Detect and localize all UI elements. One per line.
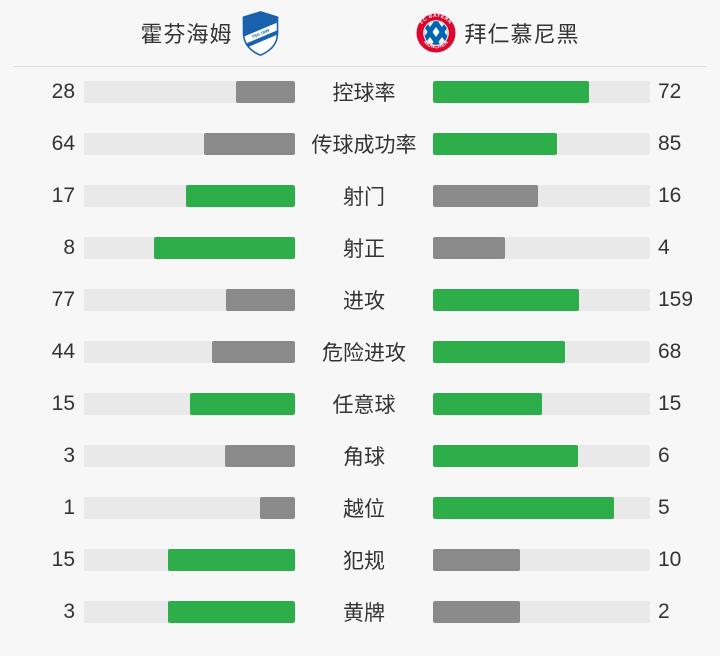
away-bar-fill <box>433 289 580 311</box>
away-bar <box>433 549 650 571</box>
home-bar <box>84 185 295 207</box>
home-bar <box>84 601 295 623</box>
away-team: FC BAYERN MÜNCHEN 拜仁慕尼黑 <box>416 13 580 53</box>
away-bar-fill <box>433 185 539 207</box>
home-value: 15 <box>51 548 75 571</box>
away-value: 16 <box>658 184 682 207</box>
stat-label: 危险进攻 <box>322 342 406 365</box>
home-bar-fill <box>154 237 295 259</box>
away-value: 68 <box>658 340 682 363</box>
home-bar-fill <box>212 341 295 363</box>
stat-label: 越位 <box>343 498 385 521</box>
home-value: 28 <box>51 80 75 103</box>
home-team: 霍芬海姆 TSG 1899 <box>140 10 278 56</box>
home-bar-fill <box>204 133 295 155</box>
away-bar-fill <box>433 393 542 415</box>
stat-row: 28 控球率 72 <box>0 80 720 106</box>
stat-label: 射门 <box>343 186 385 209</box>
home-bar-fill <box>235 81 295 103</box>
home-value: 1 <box>63 496 75 519</box>
stat-label: 犯规 <box>343 550 385 573</box>
home-bar <box>84 341 295 363</box>
header-divider <box>13 66 707 67</box>
stat-label: 黄牌 <box>343 602 385 625</box>
away-value: 15 <box>658 392 682 415</box>
away-bar <box>433 393 650 415</box>
away-bar <box>433 497 650 519</box>
svg-text:MÜNCHEN: MÜNCHEN <box>422 39 450 50</box>
home-bar-fill <box>259 497 295 519</box>
home-value: 64 <box>51 132 75 155</box>
home-bar-fill <box>224 445 295 467</box>
away-bar <box>433 601 650 623</box>
away-value: 72 <box>658 80 682 103</box>
home-bar-fill <box>226 289 295 311</box>
away-bar-fill <box>433 497 614 519</box>
home-bar-fill <box>189 393 295 415</box>
away-value: 6 <box>658 444 670 467</box>
away-value: 85 <box>658 132 682 155</box>
away-bar-fill <box>433 81 590 103</box>
stat-label: 角球 <box>343 446 385 469</box>
hoffenheim-crest-icon: TSG 1899 <box>242 10 278 56</box>
away-bar <box>433 81 650 103</box>
stat-label: 传球成功率 <box>311 134 417 157</box>
home-bar-fill <box>168 549 295 571</box>
away-bar <box>433 289 650 311</box>
away-value: 159 <box>658 288 694 311</box>
home-bar <box>84 549 295 571</box>
stat-row: 44 危险进攻 68 <box>0 340 720 366</box>
away-bar-fill <box>433 341 565 363</box>
stat-label: 控球率 <box>332 82 396 105</box>
home-bar <box>84 237 295 259</box>
stat-row: 8 射正 4 <box>0 236 720 262</box>
home-value: 8 <box>63 236 75 259</box>
away-value: 4 <box>658 236 670 259</box>
away-bar <box>433 445 650 467</box>
stat-row: 17 射门 16 <box>0 184 720 210</box>
home-value: 3 <box>63 600 75 623</box>
stat-row: 15 任意球 15 <box>0 392 720 418</box>
away-bar <box>433 237 650 259</box>
away-value: 2 <box>658 600 670 623</box>
match-header: 霍芬海姆 TSG 1899 <box>0 0 720 66</box>
away-team-name: 拜仁慕尼黑 <box>464 22 580 47</box>
home-value: 77 <box>51 288 75 311</box>
home-bar <box>84 133 295 155</box>
home-value: 3 <box>63 444 75 467</box>
home-value: 17 <box>51 184 75 207</box>
away-bar-fill <box>433 601 520 623</box>
home-value: 15 <box>51 392 75 415</box>
stats-list: 28 控球率 72 64 传球成功率 85 17 射门 16 8 射正 4 77 进攻 159 44 危险进攻 6… <box>0 67 720 626</box>
stat-row: 3 角球 6 <box>0 444 720 470</box>
away-bar-fill <box>433 237 506 259</box>
away-bar-fill <box>433 549 520 571</box>
stat-label: 进攻 <box>343 290 385 313</box>
stat-row: 64 传球成功率 85 <box>0 132 720 158</box>
bayern-crest-icon: FC BAYERN MÜNCHEN <box>416 13 455 53</box>
stat-label: 射正 <box>343 238 385 261</box>
away-value: 5 <box>658 496 670 519</box>
away-bar-fill <box>433 445 578 467</box>
home-bar <box>84 289 295 311</box>
stat-row: 15 犯规 10 <box>0 548 720 574</box>
away-bar <box>433 133 650 155</box>
home-bar <box>84 393 295 415</box>
away-value: 10 <box>658 548 682 571</box>
stat-row: 77 进攻 159 <box>0 288 720 314</box>
home-bar <box>84 497 295 519</box>
stat-row: 3 黄牌 2 <box>0 600 720 626</box>
home-bar-fill <box>168 601 295 623</box>
home-bar <box>84 81 295 103</box>
home-team-name: 霍芬海姆 <box>140 22 233 47</box>
stat-label: 任意球 <box>332 394 396 417</box>
home-bar <box>84 445 295 467</box>
home-bar-fill <box>186 185 295 207</box>
away-bar <box>433 185 650 207</box>
home-value: 44 <box>51 340 75 363</box>
away-bar <box>433 341 650 363</box>
away-bar-fill <box>433 133 557 155</box>
stat-row: 1 越位 5 <box>0 496 720 522</box>
